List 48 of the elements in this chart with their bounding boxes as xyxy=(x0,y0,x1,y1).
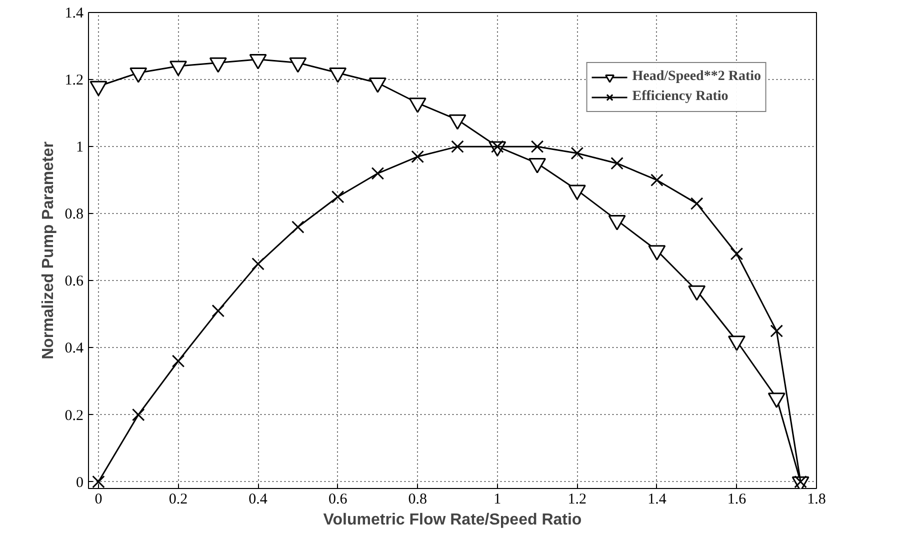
point xyxy=(770,324,784,338)
y-tick-label: 0.4 xyxy=(64,340,84,357)
point xyxy=(292,220,304,234)
point xyxy=(132,408,145,422)
point xyxy=(90,80,108,96)
point xyxy=(688,285,706,301)
point xyxy=(289,57,307,73)
point xyxy=(690,197,704,210)
point xyxy=(252,258,264,270)
y-tick-label: 0 xyxy=(76,474,84,491)
point xyxy=(528,158,546,174)
x-tick-label: 1.4 xyxy=(648,492,667,508)
point xyxy=(650,174,664,187)
y-tick-label: 0.6 xyxy=(64,274,84,290)
x-tick-label: 0 xyxy=(94,492,102,508)
x-tick-label: 0.4 xyxy=(248,492,268,508)
x-tick-label: 0.2 xyxy=(168,492,188,508)
y-tick-label: 0.2 xyxy=(64,408,84,424)
point xyxy=(448,114,466,130)
y-tick-label: 1.4 xyxy=(64,6,84,22)
point xyxy=(730,247,744,260)
y-tick-label: 1.2 xyxy=(64,72,84,89)
y-tick-label: 0.8 xyxy=(64,206,84,223)
legend-label: Efficiency Ratio xyxy=(632,89,728,105)
y-axis-title: Normalized Pump Parameter xyxy=(40,142,57,360)
x-tick-label: 0.6 xyxy=(328,492,348,508)
point xyxy=(794,475,807,488)
point xyxy=(408,98,426,113)
point xyxy=(130,67,148,83)
point xyxy=(568,184,586,200)
point xyxy=(212,304,225,318)
x-tick-label: 0.8 xyxy=(408,492,427,508)
y-tick-label: 1 xyxy=(76,140,84,156)
x-axis-title: Volumetric Flow Rate/Speed Ratio xyxy=(323,512,582,528)
point xyxy=(170,60,188,76)
x-tick-label: 1.6 xyxy=(727,492,747,508)
point xyxy=(368,78,386,93)
point xyxy=(92,475,105,488)
point xyxy=(249,54,267,70)
point xyxy=(209,57,227,73)
point xyxy=(608,214,626,230)
point xyxy=(172,354,185,368)
point xyxy=(648,245,666,260)
x-tick-label: 1.8 xyxy=(807,492,826,508)
x-tick-label: 1 xyxy=(494,492,502,508)
point xyxy=(329,67,347,83)
legend-label: Head/Speed**2 Ratio xyxy=(632,69,761,85)
x-tick-label: 1.2 xyxy=(568,492,587,508)
